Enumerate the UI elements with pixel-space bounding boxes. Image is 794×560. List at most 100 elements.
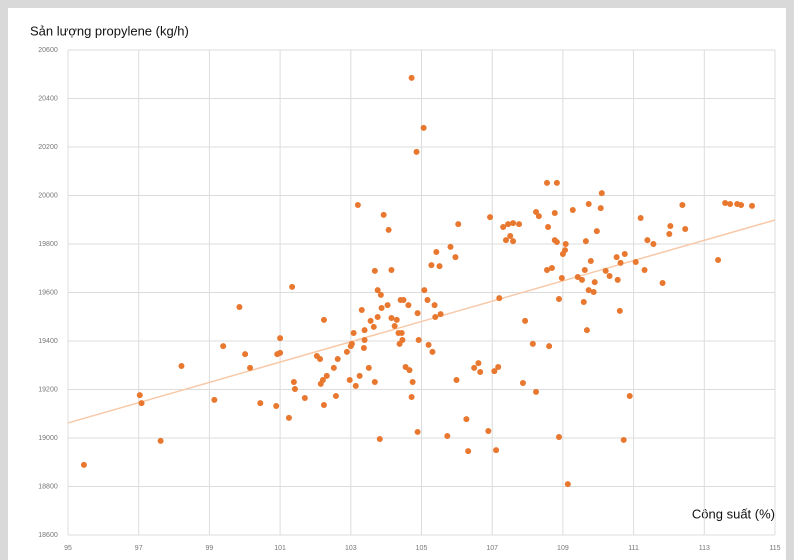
point [406, 367, 413, 374]
point [556, 434, 563, 441]
point [617, 259, 624, 266]
point [323, 372, 330, 379]
point [285, 414, 292, 421]
point [502, 237, 509, 244]
point [178, 362, 185, 369]
point [398, 329, 405, 336]
point [585, 287, 592, 294]
point [580, 298, 587, 305]
point [414, 310, 421, 317]
point [522, 317, 529, 324]
panel [8, 8, 786, 560]
point [495, 363, 502, 370]
x-tick-label: 101 [274, 545, 286, 552]
point [370, 323, 377, 330]
point [543, 266, 550, 273]
point [644, 237, 651, 244]
point [277, 335, 284, 342]
point [593, 228, 600, 235]
y-tick-label: 18800 [38, 483, 58, 490]
point [408, 394, 415, 401]
point [319, 377, 326, 384]
point [562, 241, 569, 247]
point [715, 257, 722, 264]
point [519, 379, 526, 386]
x-tick-label: 113 [699, 545, 710, 552]
point [507, 232, 514, 239]
y-tick-label: 18600 [38, 532, 58, 539]
point [667, 223, 674, 230]
point [543, 179, 550, 186]
y-tick-label: 19600 [38, 289, 58, 296]
point [365, 364, 372, 371]
point [535, 213, 542, 220]
point [598, 190, 605, 197]
point [556, 296, 563, 303]
point [621, 250, 628, 257]
point [453, 377, 460, 384]
point [553, 239, 560, 246]
point [247, 364, 254, 371]
point [510, 238, 517, 245]
point [80, 461, 87, 468]
point [377, 291, 384, 298]
point [452, 254, 459, 261]
point [471, 364, 478, 371]
point [371, 378, 378, 385]
point [591, 279, 598, 286]
point [500, 224, 507, 231]
point [659, 280, 666, 287]
point [352, 382, 359, 389]
point [447, 243, 454, 250]
y-tick-label: 20000 [38, 192, 58, 199]
x-tick-label: 99 [206, 545, 214, 552]
point [496, 295, 503, 302]
point [574, 273, 581, 280]
point [384, 302, 391, 309]
point [491, 368, 498, 375]
point [320, 316, 327, 323]
point [436, 263, 443, 270]
point [334, 355, 341, 362]
point [343, 348, 350, 355]
point [391, 322, 398, 329]
x-tick-label: 115 [769, 545, 780, 552]
x-tick-label: 103 [345, 545, 357, 552]
point [433, 249, 440, 256]
point [485, 427, 492, 434]
point [332, 393, 339, 400]
point [290, 378, 297, 385]
y-tick-label: 20400 [38, 95, 58, 102]
point [437, 311, 444, 318]
point [374, 287, 381, 294]
point [562, 247, 569, 254]
x-tick-label: 105 [416, 545, 428, 552]
point [749, 202, 756, 209]
point [529, 340, 536, 347]
point [414, 428, 421, 435]
point [409, 378, 416, 385]
point [350, 329, 357, 336]
point [431, 302, 438, 309]
point [510, 220, 517, 227]
point [257, 400, 264, 407]
x-axis-label: Công suất (%) [692, 506, 775, 521]
point [597, 205, 604, 212]
point [408, 74, 415, 81]
point [614, 276, 621, 283]
point [465, 448, 472, 455]
y-axis-label: Sản lượng propylene (kg/h) [30, 23, 189, 38]
y-tick-label: 19800 [38, 241, 58, 248]
point [679, 201, 686, 208]
point [277, 349, 284, 356]
point [388, 314, 395, 321]
y-tick-label: 19400 [38, 338, 58, 345]
point [477, 369, 484, 376]
point [415, 337, 422, 344]
point [581, 266, 588, 273]
x-tick-label: 111 [628, 545, 639, 552]
point [367, 317, 374, 324]
point [138, 400, 145, 407]
